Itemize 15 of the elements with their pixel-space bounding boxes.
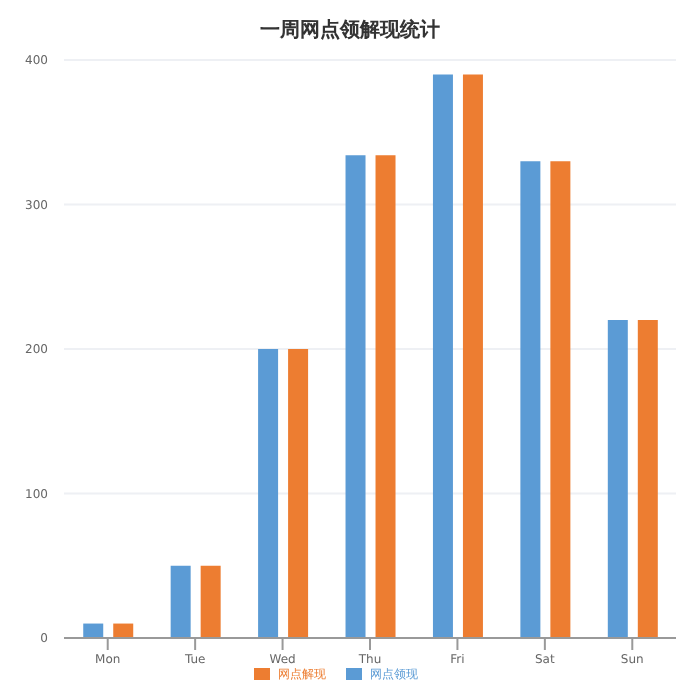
bar [607, 320, 628, 638]
bar [288, 349, 309, 638]
bar [637, 320, 658, 638]
bar [550, 161, 571, 638]
bar [258, 349, 279, 638]
bar [432, 74, 453, 638]
bar [462, 74, 483, 638]
bar [170, 565, 191, 638]
chart-title: 一周网点领解现统计 [258, 17, 442, 46]
bar [375, 155, 396, 638]
bar [200, 565, 221, 638]
bar [345, 155, 366, 638]
bar [520, 161, 541, 638]
bar [83, 623, 104, 638]
bar [113, 623, 134, 638]
